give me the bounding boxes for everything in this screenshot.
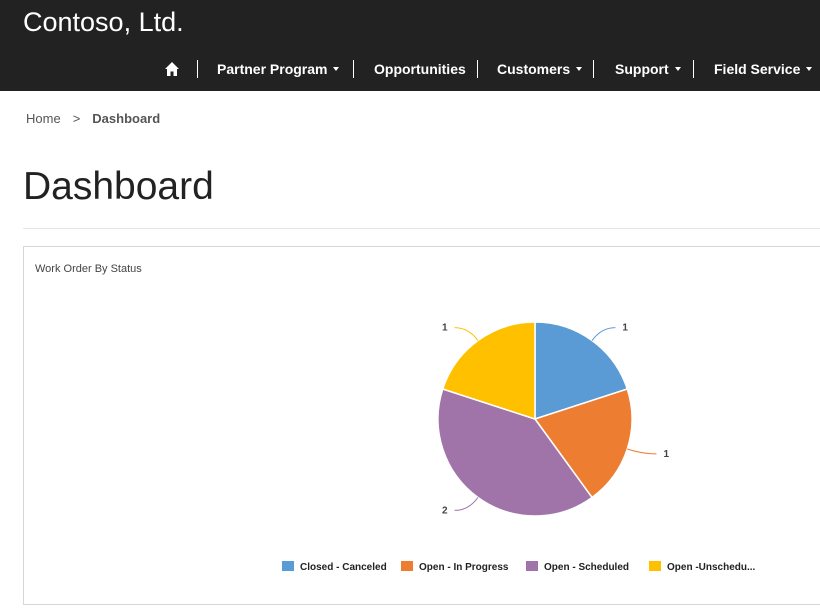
nav-item-opportunities[interactable]: Opportunities bbox=[374, 57, 466, 81]
breadcrumb: Home > Dashboard bbox=[26, 111, 160, 126]
chart-panel: Work Order By Status 1 1 2 1 Closed - Cancel… bbox=[23, 246, 820, 605]
legend-label[interactable]: Open -Unschedu... bbox=[667, 562, 756, 573]
chart-panel-title: Work Order By Status bbox=[35, 263, 142, 275]
nav-item-label: Support bbox=[615, 61, 669, 77]
nav-separator bbox=[593, 60, 594, 78]
breadcrumb-home-link[interactable]: Home bbox=[26, 111, 61, 126]
nav-item-label: Opportunities bbox=[374, 61, 466, 77]
nav-separator bbox=[693, 60, 694, 78]
brand-title[interactable]: Contoso, Ltd. bbox=[23, 7, 184, 37]
pie-slice[interactable] bbox=[534, 321, 629, 421]
title-divider bbox=[23, 228, 820, 229]
nav-separator bbox=[197, 60, 198, 78]
data-label: 1 bbox=[442, 323, 448, 334]
pie-slice[interactable] bbox=[533, 388, 633, 499]
caret-down-icon bbox=[806, 67, 813, 72]
leader-line bbox=[591, 327, 616, 341]
leader-line bbox=[454, 497, 479, 511]
legend-swatch bbox=[282, 561, 294, 571]
nav-separator bbox=[477, 60, 478, 78]
legend-label[interactable]: Open - Scheduled bbox=[544, 562, 629, 573]
leader-line bbox=[627, 448, 657, 455]
pie-slice[interactable] bbox=[441, 321, 536, 421]
nav-item-label: Field Service bbox=[714, 61, 801, 77]
nav-separator bbox=[353, 60, 354, 78]
legend-swatch bbox=[526, 561, 538, 571]
caret-down-icon bbox=[576, 67, 583, 72]
leader-line bbox=[454, 327, 479, 341]
nav-item-partner-program[interactable]: Partner Program bbox=[217, 57, 340, 81]
data-label: 1 bbox=[622, 323, 628, 334]
site-header: Contoso, Ltd. Partner Program Opportunit… bbox=[0, 0, 820, 91]
legend-label[interactable]: Closed - Canceled bbox=[300, 562, 387, 573]
legend-swatch bbox=[649, 561, 661, 571]
nav-item-label: Partner Program bbox=[217, 61, 328, 77]
nav-item-label: Customers bbox=[497, 61, 571, 77]
nav-item-customers[interactable]: Customers bbox=[497, 57, 583, 81]
data-label: 1 bbox=[663, 449, 669, 460]
page-title: Dashboard bbox=[23, 165, 214, 208]
nav-item-support[interactable]: Support bbox=[615, 57, 681, 81]
nav-item-field-service[interactable]: Field Service bbox=[714, 57, 813, 81]
data-label: 2 bbox=[442, 505, 448, 516]
pie-chart: 1 1 2 1 Closed - Canceled Open - In Progress O… bbox=[282, 321, 756, 573]
pie-slice[interactable] bbox=[437, 388, 594, 517]
breadcrumb-separator: > bbox=[72, 111, 81, 126]
legend-label[interactable]: Open - In Progress bbox=[419, 562, 509, 573]
legend-swatch bbox=[401, 561, 413, 571]
caret-down-icon bbox=[333, 67, 340, 72]
caret-down-icon bbox=[674, 67, 681, 72]
breadcrumb-current: Dashboard bbox=[92, 111, 161, 126]
